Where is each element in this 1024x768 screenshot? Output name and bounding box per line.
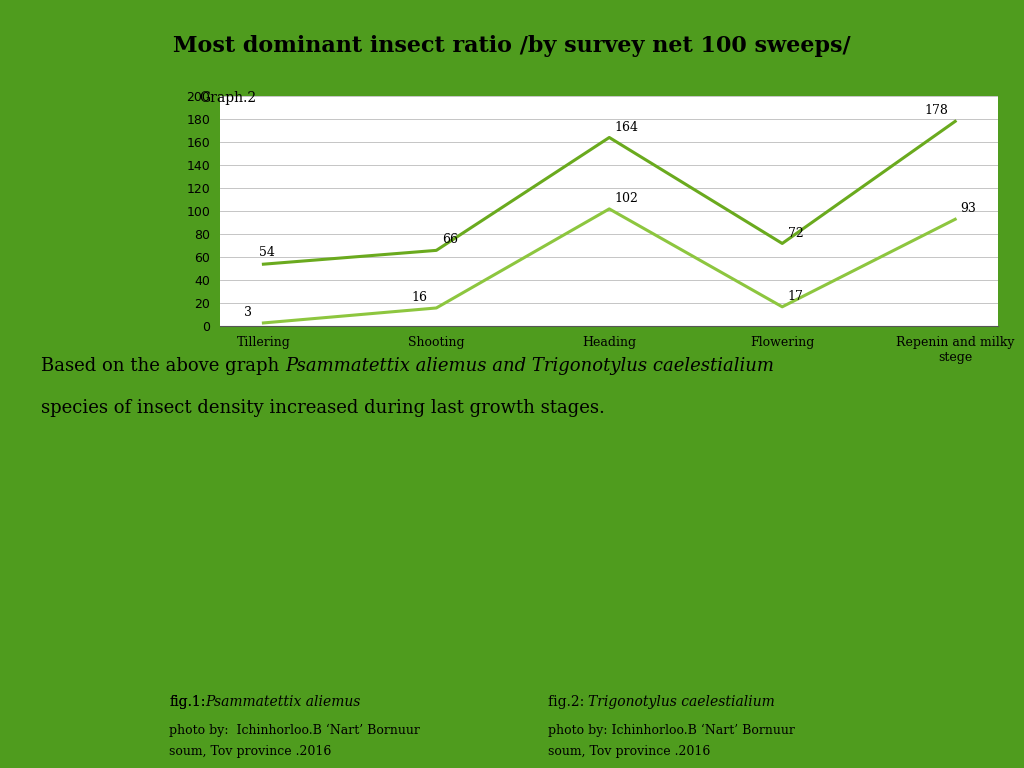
Text: Trigonotylus caelestialium: Trigonotylus caelestialium [589,695,775,709]
Text: fig.1:: fig.1: [169,695,206,709]
Text: 16: 16 [412,291,427,304]
Text: Psammatettix aliemus and Trigonotylus caelestialium: Psammatettix aliemus and Trigonotylus ca… [285,357,774,375]
Text: soum, Tov province .2016: soum, Tov province .2016 [169,745,332,758]
Text: 102: 102 [614,192,639,205]
Text: fig.2:: fig.2: [548,695,589,709]
Text: Based on the above graph: Based on the above graph [41,357,285,375]
Text: 3: 3 [244,306,252,319]
Text: 93: 93 [961,202,977,215]
Text: 178: 178 [925,104,948,118]
Text: species of insect density increased during last growth stages.: species of insect density increased duri… [41,399,605,417]
Text: 164: 164 [614,121,639,134]
Text: 72: 72 [787,227,804,240]
Text: Graph.2: Graph.2 [200,91,257,104]
Text: 17: 17 [787,290,804,303]
Text: Most dominant insect ratio /by survey net 100 sweeps/: Most dominant insect ratio /by survey ne… [173,35,851,57]
Text: photo by:  Ichinhorloo.B ‘Nart’ Bornuur: photo by: Ichinhorloo.B ‘Nart’ Bornuur [169,724,420,737]
Text: 66: 66 [442,233,458,247]
Text: fig.1:: fig.1: [169,695,206,709]
Text: soum, Tov province .2016: soum, Tov province .2016 [548,745,711,758]
Text: Psammatettix aliemus: Psammatettix aliemus [206,695,360,709]
Text: 54: 54 [259,246,275,259]
Text: photo by: Ichinhorloo.B ‘Nart’ Bornuur: photo by: Ichinhorloo.B ‘Nart’ Bornuur [548,724,795,737]
